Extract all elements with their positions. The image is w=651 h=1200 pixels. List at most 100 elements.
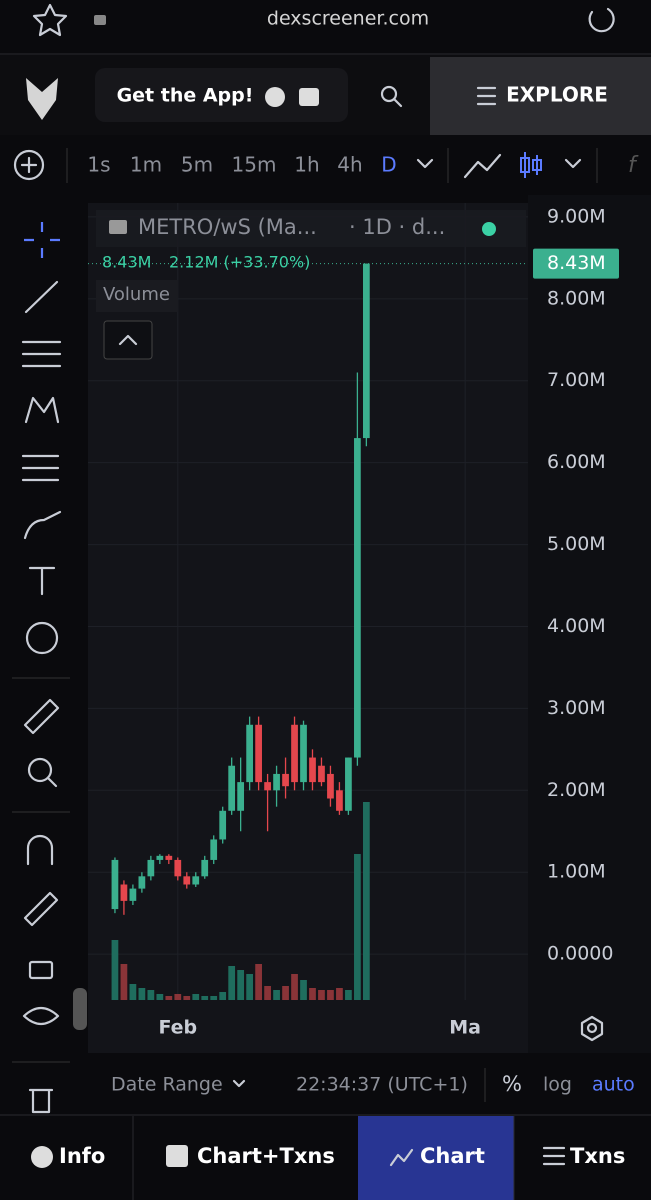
candle-body [111, 859, 119, 910]
x-tick-label: Ma [449, 1017, 481, 1039]
settings-dot [586, 1022, 598, 1034]
settings-icon[interactable] [580, 1015, 604, 1042]
chevron[interactable] [564, 158, 582, 169]
symbol-icon [109, 220, 127, 234]
candle-body [282, 773, 289, 787]
y-tick-label: 6.00M [547, 451, 606, 473]
y-tick-label: 7.00M [547, 369, 606, 391]
volume-bar [192, 994, 200, 1000]
volume-bar [201, 996, 209, 1000]
chart-footer [88, 1053, 651, 1115]
get-app-button[interactable] [95, 68, 348, 122]
candle-body [264, 782, 271, 791]
brush-tool[interactable] [23, 510, 62, 540]
candle-body [345, 757, 352, 811]
fib-tool[interactable] [21, 340, 62, 368]
magnet-tool[interactable] [26, 834, 54, 866]
interval: · 1D · d... [349, 215, 445, 239]
y-tick-label: 1.00M [547, 861, 606, 883]
percent-toggle[interactable]: % [502, 1072, 522, 1096]
timeframes: 1s 1m 5m 15m 1h 4h D [87, 153, 396, 177]
lock-draw-tool[interactable] [23, 891, 59, 927]
volume-label: Volume [103, 284, 170, 305]
volume-bar [255, 964, 262, 1000]
projection-tool[interactable] [21, 454, 60, 482]
auto-toggle[interactable]: auto [592, 1074, 635, 1096]
candle-body [336, 790, 343, 811]
trend-tool[interactable] [24, 280, 59, 314]
ruler-tool[interactable] [23, 698, 60, 735]
url[interactable]: dexscreener.com [267, 8, 429, 30]
tab[interactable]: Chart+Txns [197, 1144, 335, 1168]
collapse-button[interactable] [103, 320, 153, 360]
logo[interactable] [26, 78, 58, 120]
apple-icon [265, 87, 285, 107]
tab[interactable]: Info [59, 1144, 105, 1168]
volume-bar [282, 986, 289, 1000]
crosshair-tool[interactable] [24, 222, 60, 258]
y-tick-label: 5.00M [547, 533, 606, 555]
volume-bar [309, 988, 316, 1000]
status-dot [482, 222, 496, 236]
trash-tool[interactable] [28, 1088, 54, 1114]
timeframe[interactable]: 4h [337, 153, 362, 177]
candle-body [147, 859, 155, 877]
candle-body [156, 855, 164, 860]
timeframe[interactable]: 5m [181, 153, 213, 177]
info-icon [31, 1146, 53, 1168]
plus [20, 156, 38, 174]
date-range[interactable]: Date Range [111, 1074, 223, 1096]
volume-bar [111, 940, 119, 1000]
timeframe[interactable]: 15m [232, 153, 277, 177]
volume-bar [228, 966, 236, 1000]
add-indicator[interactable] [13, 149, 45, 181]
chart-txns-icon [166, 1145, 188, 1167]
timeframe[interactable]: 1s [87, 153, 110, 177]
tab[interactable]: Txns [570, 1144, 625, 1168]
visibility-tool[interactable] [22, 1006, 60, 1026]
unlock-tool[interactable] [28, 960, 54, 980]
volume-bar [174, 994, 182, 1000]
tab[interactable]: Chart [420, 1144, 485, 1168]
volume-bar [129, 984, 137, 1000]
explore-button[interactable] [430, 57, 651, 135]
chevron[interactable] [416, 158, 434, 169]
volume-bar [345, 990, 352, 1000]
search-icon-handle [392, 97, 403, 108]
panel-handle[interactable] [73, 988, 87, 1030]
volume-bar [264, 986, 271, 1000]
volume-bar [237, 970, 245, 1000]
fx-icon[interactable]: f [628, 153, 639, 178]
zoom-tool[interactable] [27, 757, 53, 783]
candle-body [309, 757, 316, 783]
emoji-tool[interactable] [25, 621, 59, 655]
timeframe[interactable]: 1m [130, 153, 162, 177]
candle-style-body [532, 159, 542, 171]
y-tick-label: 9.00M [547, 205, 606, 227]
pattern-tool[interactable] [24, 396, 60, 424]
volume-bar [156, 994, 164, 1000]
last-price-label: 8.43M [547, 252, 606, 274]
candle-body [165, 855, 173, 860]
legend-change: 2.12M (+33.70%) [169, 253, 310, 272]
candle-body [318, 765, 325, 783]
y-tick-label: 8.00M [547, 287, 606, 309]
line-style[interactable] [463, 153, 502, 179]
tabs: Info Chart+Txns Chart Txns [59, 1144, 625, 1168]
timeframe[interactable]: 1h [294, 153, 319, 177]
candle-style[interactable] [524, 152, 538, 178]
star-icon[interactable] [32, 3, 68, 37]
log-toggle[interactable]: log [543, 1074, 572, 1096]
search-icon[interactable] [380, 85, 398, 103]
timeframe[interactable]: D [381, 153, 396, 177]
text-tool[interactable] [28, 566, 56, 596]
candle-body [255, 724, 262, 783]
reload-icon[interactable] [588, 7, 615, 33]
candle-body [201, 859, 209, 877]
candle-body [174, 859, 182, 877]
candle-body [327, 773, 334, 799]
chart-pane [88, 203, 528, 1053]
candle-body [363, 263, 370, 439]
txns-icon [542, 1146, 566, 1166]
